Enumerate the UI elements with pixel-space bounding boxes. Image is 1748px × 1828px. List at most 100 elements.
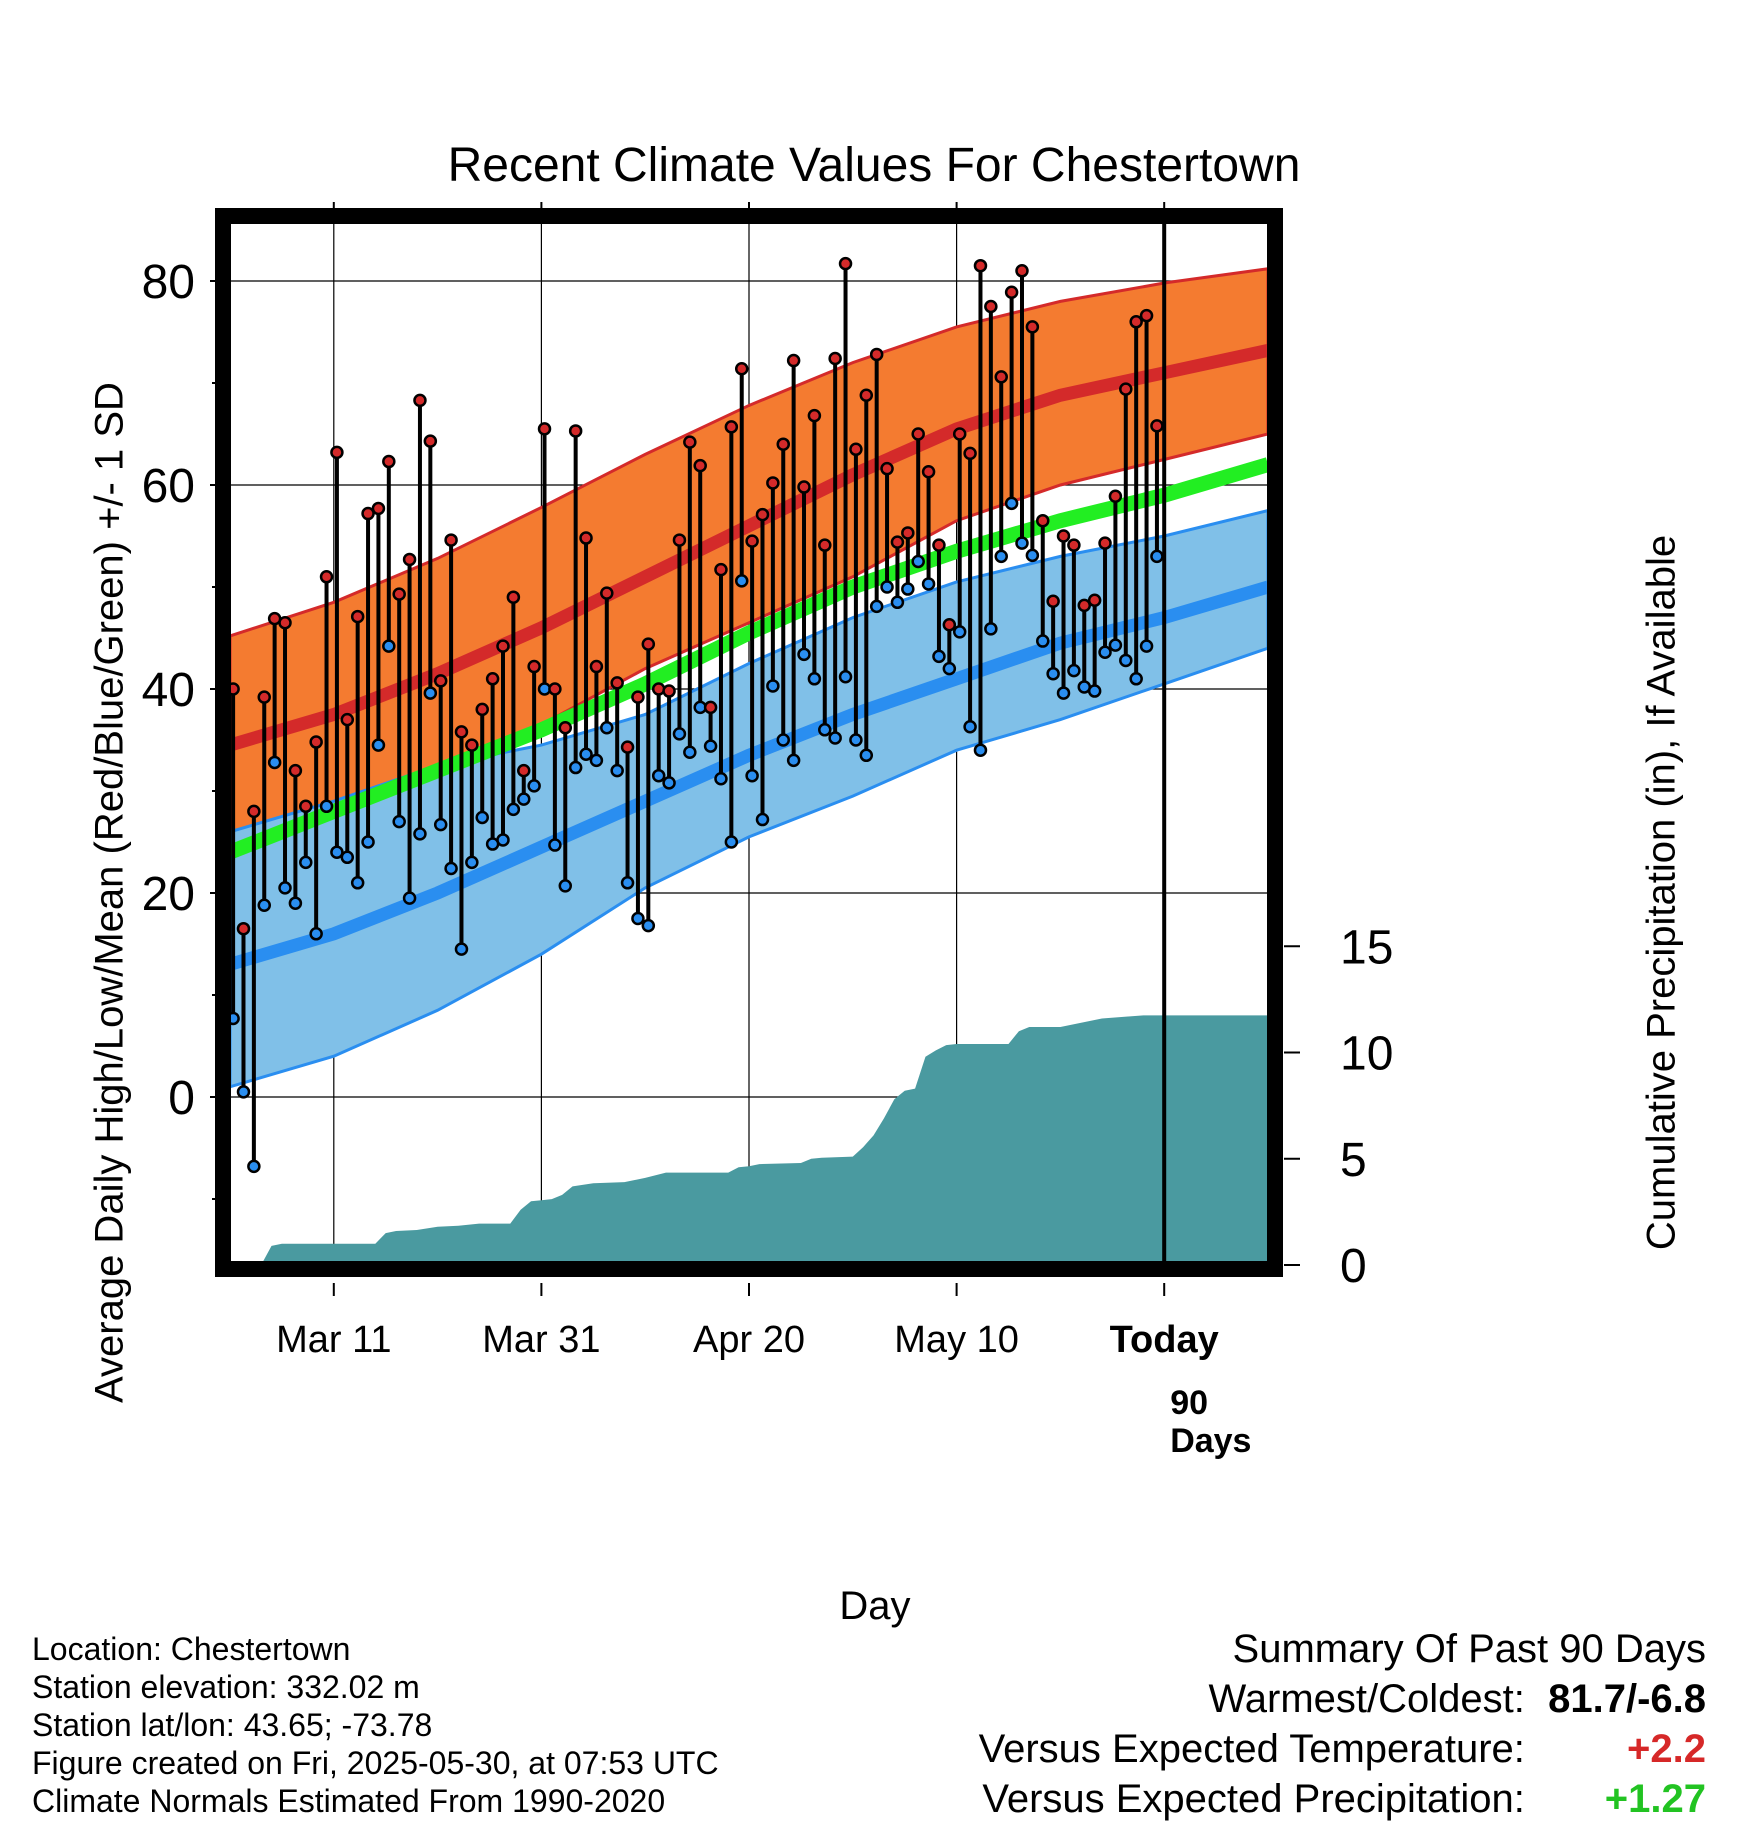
elevation-text: Station elevation: 332.02 m (32, 1669, 420, 1705)
today-days-word: Days (1170, 1422, 1251, 1460)
daily-low-point (1119, 653, 1133, 668)
daily-high-point (236, 921, 251, 936)
daily-low-point (361, 835, 375, 849)
summary-temp-row: Versus Expected Temperature: +2.2 (979, 1724, 1706, 1774)
temp-label: Versus Expected Temperature: (978, 1727, 1525, 1771)
daily-low-point (714, 772, 728, 786)
daily-high-point (558, 721, 573, 735)
daily-low-point (1025, 548, 1040, 563)
warm-label: Warmest/Coldest: (1208, 1677, 1525, 1721)
daily-high-point (423, 434, 438, 448)
daily-low-point (413, 827, 427, 841)
daily-low-point (859, 748, 874, 763)
daily-high-point (745, 534, 759, 548)
daily-low-point (579, 747, 593, 762)
daily-low-point (849, 733, 863, 747)
daily-low-point (734, 574, 749, 588)
daily-high-point (309, 735, 323, 749)
daily-low-point (299, 855, 313, 870)
daily-high-point (828, 351, 842, 366)
daily-low-point (568, 760, 583, 775)
daily-low-point (807, 672, 822, 686)
latlon-text: Station lat/lon: 43.65; -73.78 (32, 1707, 433, 1743)
daily-high-point (402, 552, 417, 567)
daily-low-point (963, 719, 977, 734)
daily-high-point (350, 609, 365, 624)
daily-high-point (973, 258, 988, 273)
daily-high-point (807, 408, 822, 423)
daily-low-point (236, 1085, 251, 1099)
daily-low-point (527, 779, 541, 793)
daily-low-point (558, 879, 573, 893)
daily-low-point (610, 763, 624, 778)
daily-low-point (952, 625, 967, 639)
daily-high-point (392, 587, 406, 601)
location-text: Location: Chestertown (32, 1631, 351, 1667)
daily-low-point (288, 896, 303, 910)
daily-low-point (319, 799, 334, 814)
daily-low-point (444, 861, 458, 876)
daily-low-point (776, 733, 791, 747)
daily-high-point (319, 570, 334, 584)
daily-high-point (465, 738, 479, 752)
daily-high-point (869, 347, 884, 362)
daily-high-point (662, 684, 676, 698)
daily-high-point (600, 586, 614, 600)
daily-high-point (527, 659, 541, 674)
daily-high-point (340, 712, 355, 727)
daily-high-point (755, 507, 770, 522)
daily-high-point (1036, 513, 1050, 528)
daily-low-point (350, 876, 365, 890)
y-tick-label: 20 (142, 868, 195, 921)
daily-low-point (1056, 686, 1071, 700)
daily-low-point (517, 792, 531, 806)
precipitation-area (230, 1015, 1268, 1265)
daily-high-point (247, 804, 261, 819)
daily-high-point (610, 676, 624, 690)
daily-low-point (631, 911, 645, 926)
daily-high-point (901, 526, 915, 540)
normals-text: Climate Normals Estimated From 1990-2020 (32, 1783, 666, 1819)
daily-low-point (589, 753, 604, 768)
daily-high-point (257, 690, 272, 704)
daily-high-point (579, 531, 593, 545)
x-tick-label: Today (1110, 1319, 1219, 1361)
x-axis-label: Day (839, 1584, 911, 1628)
x-tick-label: Apr 20 (693, 1319, 805, 1361)
daily-high-point (942, 617, 957, 632)
daily-high-point (444, 533, 458, 547)
precip-label: Versus Expected Precipitation: (982, 1777, 1525, 1821)
daily-low-point (600, 721, 614, 735)
daily-low-point (1150, 549, 1164, 564)
daily-low-point (984, 622, 998, 636)
daily-high-point (693, 458, 707, 473)
daily-low-point (402, 891, 417, 905)
daily-low-point (818, 723, 832, 737)
daily-high-point (1087, 593, 1102, 608)
daily-low-point (838, 670, 853, 684)
daily-low-point (662, 776, 676, 790)
daily-low-point (1067, 663, 1081, 678)
daily-low-point (454, 942, 469, 956)
daily-low-point (465, 855, 479, 870)
summary-heading: Summary Of Past 90 Days (1232, 1627, 1706, 1671)
temp-value: +2.2 (1627, 1727, 1706, 1771)
daily-high-point (651, 682, 666, 696)
today-days-number: 90 (1170, 1384, 1208, 1422)
daily-high-point (1098, 536, 1112, 550)
daily-low-point (309, 927, 323, 941)
daily-low-point (641, 918, 656, 933)
daily-high-point (859, 388, 874, 402)
daily-low-point (340, 850, 355, 865)
daily-low-point (433, 817, 448, 832)
daily-high-point (537, 422, 552, 436)
daily-low-point (797, 647, 811, 662)
daily-high-point (890, 535, 905, 549)
daily-high-point (911, 427, 925, 441)
warm-value: 81.7/-6.8 (1548, 1677, 1706, 1721)
summary-warm-row: Warmest/Coldest: 81.7/-6.8 (979, 1674, 1707, 1724)
high-mean-line (228, 344, 1270, 752)
daily-low-point (901, 582, 915, 596)
daily-high-point (278, 615, 292, 630)
daily-low-point (382, 639, 396, 653)
